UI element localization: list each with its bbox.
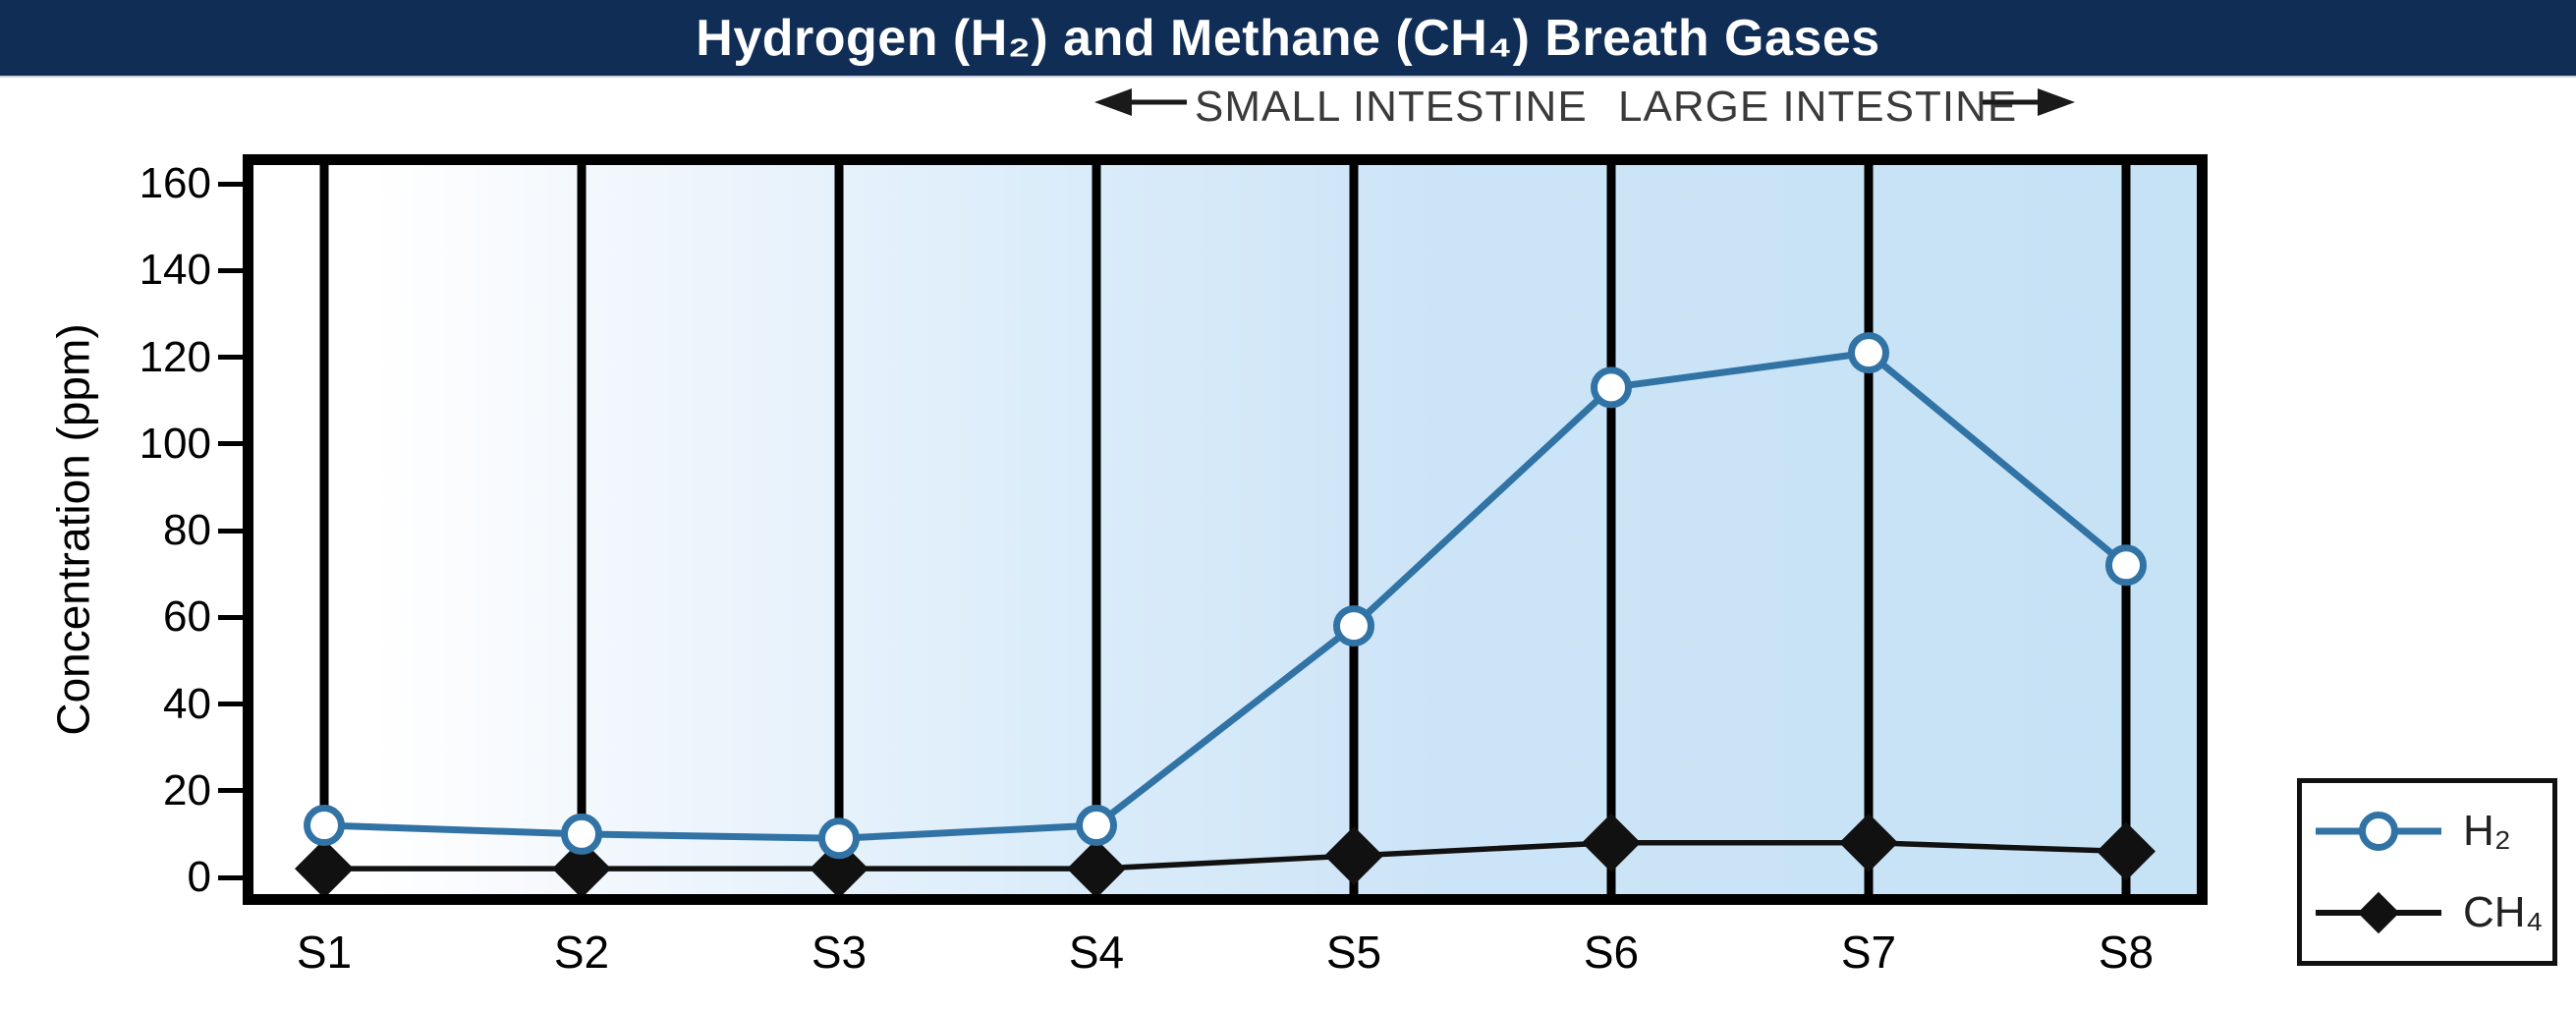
- x-tick-label-s1: S1: [296, 927, 353, 978]
- large-intestine-label: LARGE INTESTINE: [1618, 83, 2018, 131]
- small-intestine-label: SMALL INTESTINE: [1195, 83, 1588, 131]
- ch4-marker-s5: [1324, 825, 1383, 885]
- legend-label-ch4: CH₄: [2463, 887, 2544, 936]
- y-tick-mark-120: [218, 355, 243, 360]
- chart-title: Hydrogen (H₂) and Methane (CH₄) Breath G…: [696, 9, 1880, 67]
- plot-area: [243, 154, 2208, 905]
- title-bar: Hydrogen (H₂) and Methane (CH₄) Breath G…: [0, 0, 2576, 78]
- y-tick-label-100: 100: [139, 419, 211, 468]
- y-tick-label-20: 20: [163, 765, 211, 815]
- ch4-marker-s2: [552, 839, 611, 894]
- ch4-marker-s7: [1839, 813, 1898, 872]
- ch4-marker-s3: [810, 839, 868, 894]
- x-tick-label-s3: S3: [811, 927, 868, 978]
- legend-item-ch4: CH₄: [2316, 885, 2552, 940]
- h2-marker-s1: [304, 805, 345, 847]
- y-tick-mark-40: [218, 702, 243, 706]
- right-arrow-icon: [1983, 88, 2075, 116]
- ch4-marker-s8: [2097, 821, 2156, 881]
- ch4-marker-s6: [1582, 813, 1641, 872]
- y-tick-label-140: 140: [139, 246, 211, 295]
- y-tick-label-120: 120: [139, 332, 211, 381]
- h2-marker-s4: [1076, 805, 1117, 847]
- legend-item-h2: H₂: [2316, 804, 2552, 859]
- legend-label-h2: H₂: [2463, 807, 2511, 856]
- h2-marker-s5: [1333, 605, 1374, 647]
- x-tick-label-s4: S4: [1068, 927, 1125, 978]
- legend-box: H₂ CH₄: [2297, 778, 2557, 966]
- x-tick-label-s5: S5: [1325, 927, 1382, 978]
- y-tick-label-40: 40: [163, 679, 211, 728]
- y-tick-label-60: 60: [163, 592, 211, 642]
- ch4-legend-marker-icon: [2316, 891, 2441, 934]
- y-tick-mark-60: [218, 614, 243, 620]
- y-tick-mark-160: [218, 181, 243, 187]
- y-tick-mark-20: [218, 788, 243, 794]
- h2-marker-s7: [1848, 332, 1889, 374]
- h2-marker-s3: [818, 817, 860, 860]
- h2-legend-marker-icon: [2316, 810, 2441, 853]
- y-tick-mark-80: [218, 528, 243, 534]
- y-tick-label-160: 160: [139, 159, 211, 207]
- plot-canvas: [295, 165, 2156, 894]
- ch4-marker-s1: [295, 839, 354, 894]
- x-tick-label-s8: S8: [2098, 927, 2155, 978]
- left-arrow-icon: [1094, 88, 1187, 116]
- h2-marker-s2: [561, 813, 602, 855]
- y-tick-mark-100: [218, 441, 243, 447]
- x-tick-label-s6: S6: [1583, 927, 1640, 978]
- x-tick-label-s2: S2: [553, 927, 610, 978]
- y-tick-label-0: 0: [187, 853, 211, 901]
- ch4-line: [324, 839, 2127, 871]
- y-tick-label-80: 80: [163, 506, 211, 554]
- ch4-marker-s4: [1067, 839, 1126, 894]
- y-tick-mark-0: [218, 874, 243, 880]
- h2-line: [323, 349, 2129, 842]
- y-tick-mark-140: [218, 267, 243, 273]
- h2-marker-s8: [2105, 544, 2147, 587]
- h2-marker-s6: [1591, 366, 1632, 409]
- x-tick-label-s7: S7: [1840, 927, 1897, 978]
